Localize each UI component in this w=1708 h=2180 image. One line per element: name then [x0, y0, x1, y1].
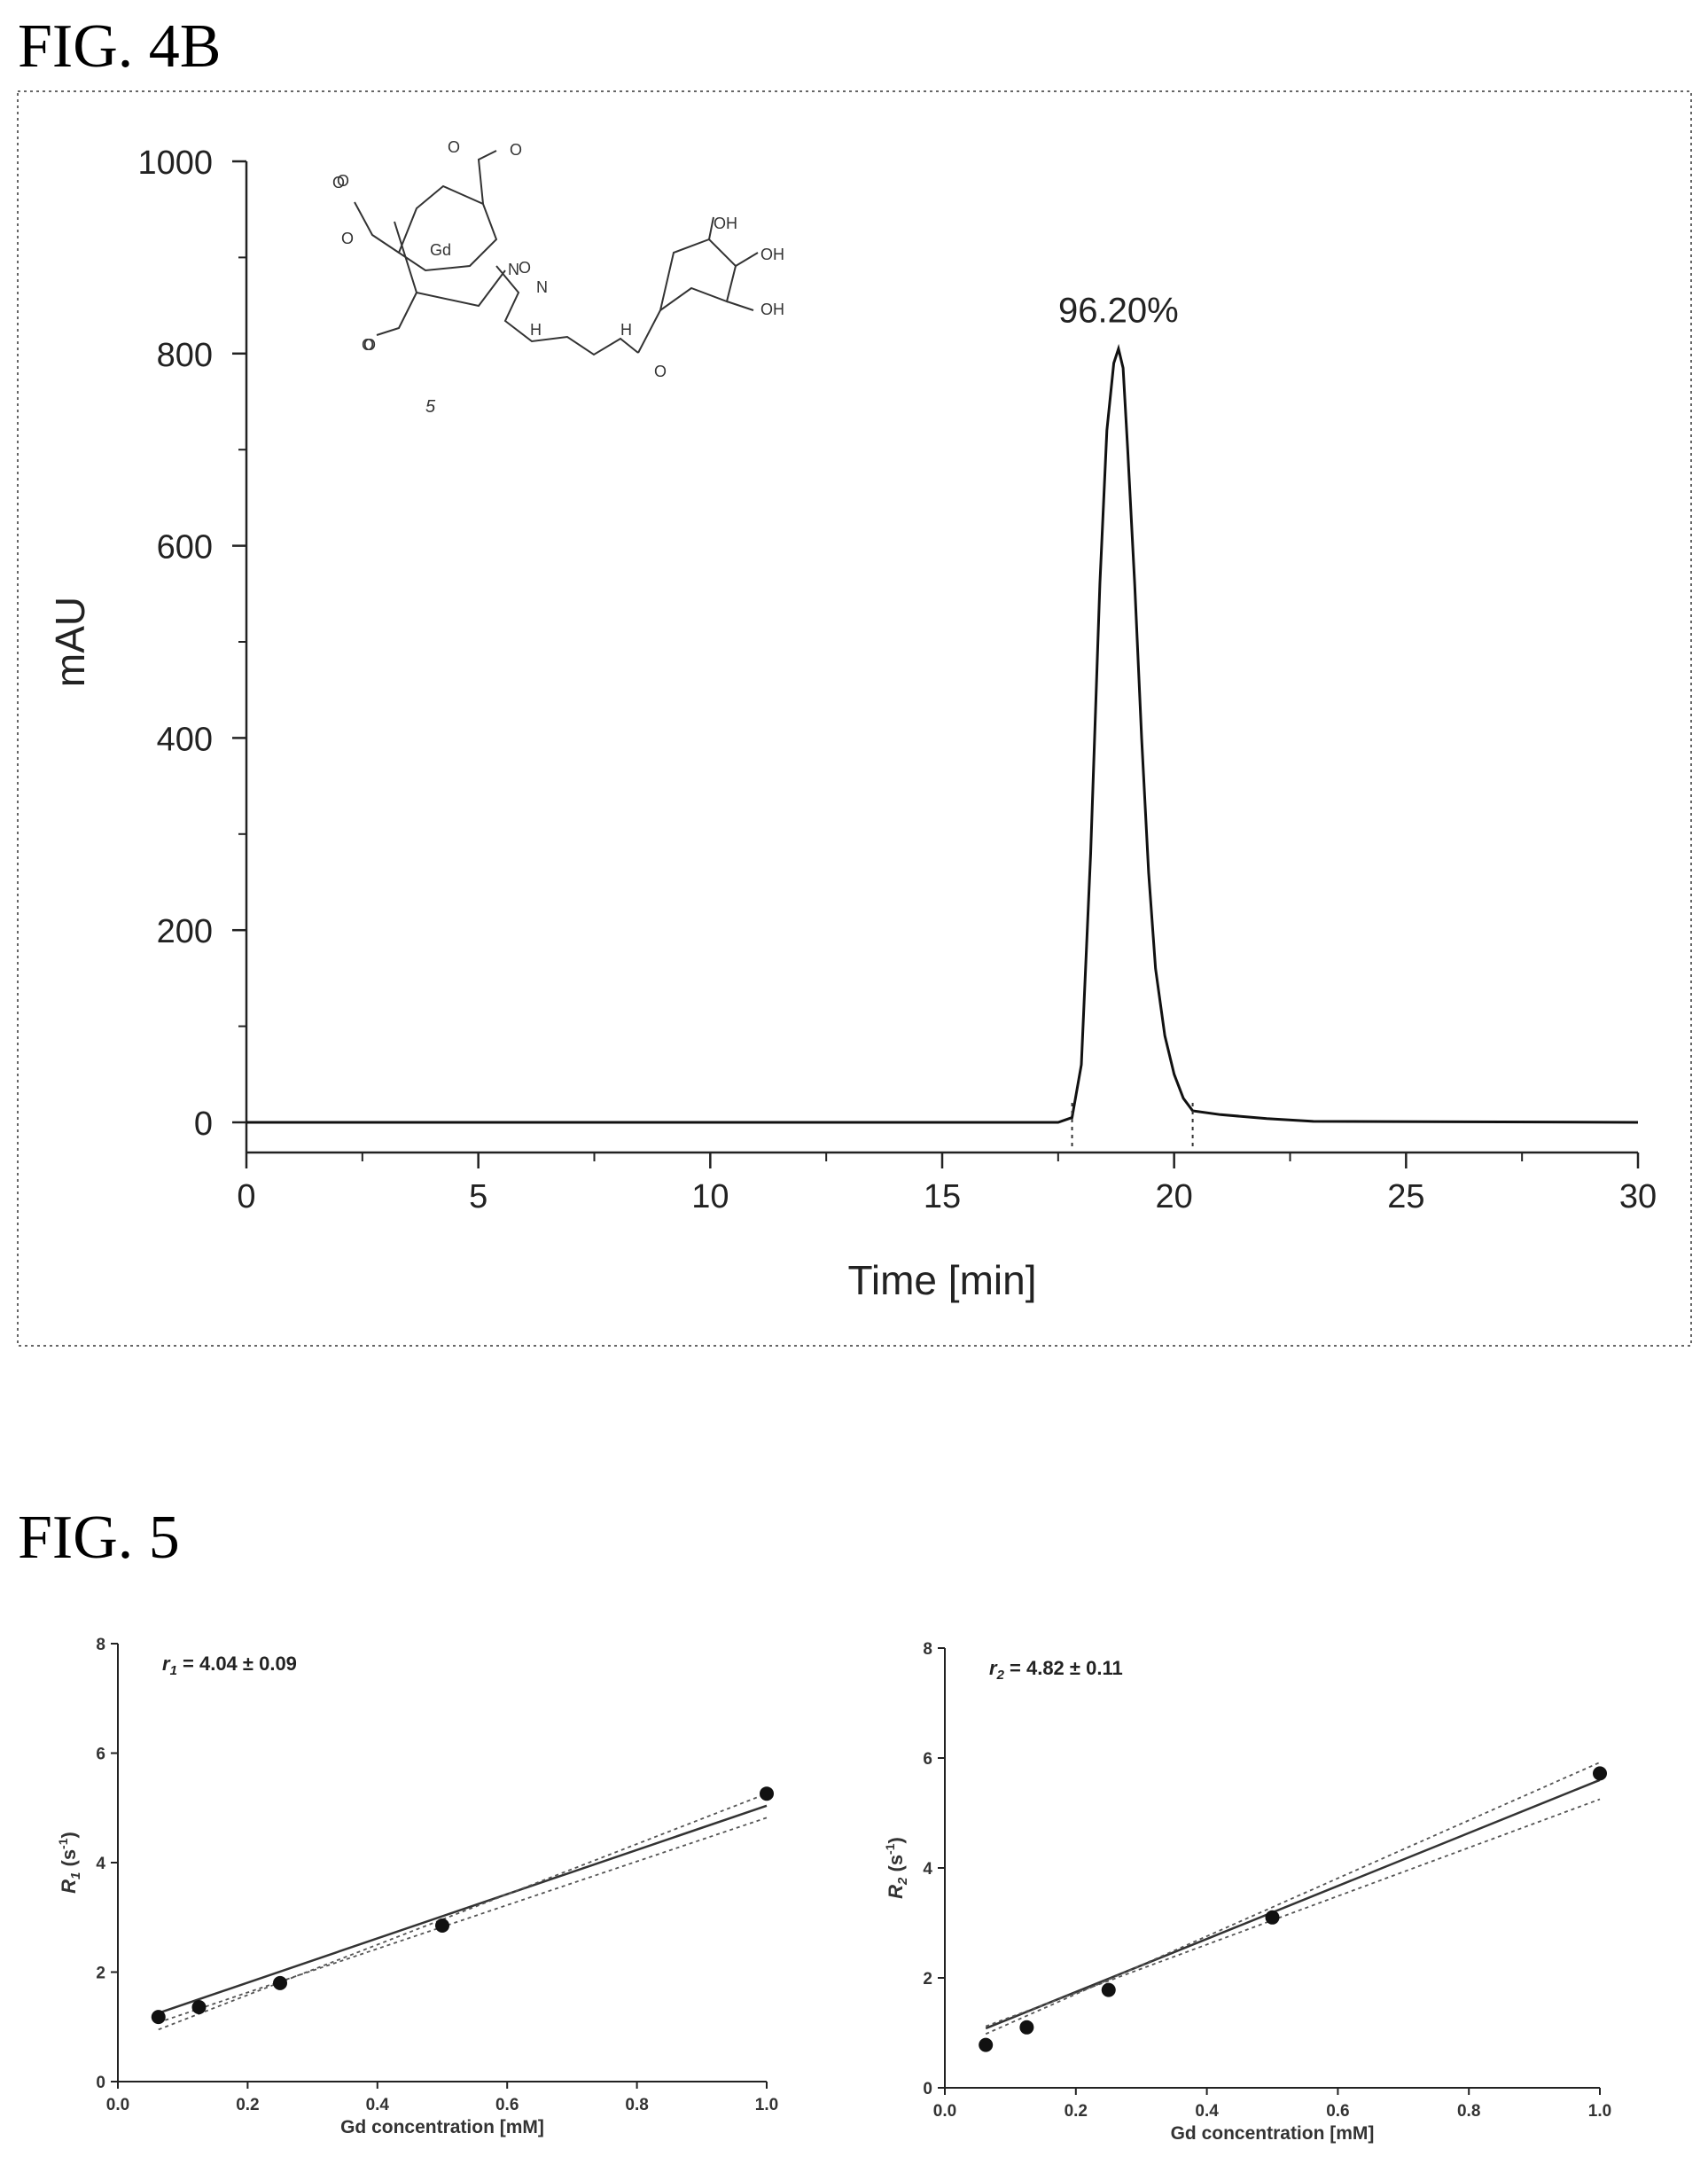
atom-label: O	[363, 336, 376, 354]
atom-label: O	[362, 336, 374, 354]
data-point	[273, 1975, 287, 1990]
atom-label: Gd	[430, 241, 451, 259]
fit-line	[985, 1778, 1601, 2030]
x-tick-label: 0.8	[625, 2096, 648, 2114]
y-tick-label: 800	[157, 337, 213, 374]
confidence-band-lower	[985, 1762, 1601, 2035]
macrocycle-ring-lower	[394, 221, 506, 308]
y-axis-label: mAU	[47, 597, 93, 687]
x-tick-label: 0.4	[366, 2096, 390, 2114]
confidence-band-upper	[158, 1817, 768, 2024]
arm-left	[354, 201, 400, 254]
x-tick-label: 25	[1387, 1178, 1424, 1215]
y-tick-label: 4	[923, 1860, 932, 1879]
data-point	[979, 2037, 994, 2052]
x-tick-label: 0.0	[933, 2102, 956, 2121]
y-axis-label: R2 (s-1)	[883, 1837, 910, 1899]
data-point	[435, 1918, 449, 1934]
atom-label: OH	[760, 301, 784, 318]
x-tick-label: 0.0	[106, 2096, 129, 2114]
y-tick-label: 0	[96, 2074, 105, 2092]
arm-bottom	[376, 292, 417, 336]
relaxivity-annotation: r1 = 4.04 ± 0.09	[162, 1653, 297, 1678]
x-tick-label: 1.0	[755, 2096, 778, 2114]
atom-label: OH	[714, 215, 737, 232]
carbonyl-bond	[637, 309, 661, 354]
fig-4b-frame	[17, 90, 1692, 1347]
fig-5-title: FIG. 5	[18, 1504, 180, 1572]
hydroxyl-bonds	[708, 216, 759, 311]
y-tick-label: 600	[157, 529, 213, 566]
data-point	[1593, 1766, 1607, 1781]
r1-relaxivity-plot: 0 2 4 6 8 0.0 0.2 0.4 0.6 0.8 1.0 Gd concentration …	[56, 1636, 778, 2137]
y-tick-label: 8	[96, 1636, 105, 1654]
linker-chain	[495, 265, 639, 356]
fit-line	[158, 1804, 768, 2014]
compound-label: 5	[425, 397, 436, 417]
x-tick-label: 0.4	[1195, 2102, 1219, 2121]
data-point	[760, 1786, 774, 1801]
peak-area-label: 96.20%	[1058, 291, 1179, 330]
x-tick-label: 15	[924, 1178, 961, 1215]
x-tick-label: 0.6	[495, 2096, 519, 2114]
atom-label: O	[519, 259, 531, 277]
x-tick-label: 1.0	[1588, 2102, 1611, 2121]
confidence-band-lower	[158, 1793, 768, 2031]
data-point	[1019, 2020, 1034, 2035]
y-tick-label: 2	[923, 1970, 932, 1989]
x-tick-label: 0.2	[1065, 2102, 1088, 2121]
atom-label: H	[530, 321, 542, 339]
macrocycle-ring	[397, 184, 498, 272]
y-tick-label: 400	[157, 721, 213, 758]
x-tick-label: 0	[237, 1178, 255, 1215]
y-tick-label: 0	[923, 2080, 932, 2098]
data-point	[191, 2000, 207, 2015]
x-tick-label: 0.6	[1326, 2102, 1349, 2121]
confidence-band-upper	[985, 1798, 1601, 2028]
y-axis-label: R1 (s-1)	[56, 1832, 83, 1894]
x-axis-label: Gd concentration [mM]	[1171, 2123, 1375, 2144]
atom-label: O	[337, 172, 349, 190]
y-tick-label: 0	[194, 1106, 213, 1143]
fig-4b-title: FIG. 4B	[18, 12, 222, 81]
aromatic-ring	[659, 238, 737, 313]
data-point	[151, 2010, 166, 2025]
x-tick-label: 0.8	[1457, 2102, 1480, 2121]
data-point	[1265, 1910, 1280, 1925]
x-axis-label: Gd concentration [mM]	[340, 2117, 544, 2137]
y-tick-label: 6	[96, 1746, 105, 1764]
atom-label: O	[448, 138, 460, 156]
y-tick-label: 6	[923, 1750, 932, 1769]
arm-top	[477, 150, 497, 205]
x-tick-label: 30	[1619, 1178, 1657, 1215]
y-tick-label: 1000	[137, 145, 213, 182]
chemical-structure-inset	[354, 150, 759, 356]
atom-label: O	[510, 141, 522, 159]
r2-relaxivity-plot: 0 2 4 6 8 0.0 0.2 0.4 0.6 0.8 1.0 Gd concentration …	[883, 1640, 1611, 2144]
y-tick-label: 2	[96, 1965, 105, 1983]
atom-label: O	[654, 363, 667, 380]
x-tick-label: 5	[469, 1178, 487, 1215]
x-tick-label: 10	[691, 1178, 729, 1215]
atom-label: O	[332, 174, 345, 191]
atom-label: O	[341, 230, 354, 247]
x-tick-label: 20	[1156, 1178, 1193, 1215]
atom-label: OH	[760, 246, 784, 263]
relaxivity-annotation: r2 = 4.82 ± 0.11	[989, 1657, 1123, 1683]
x-tick-label: 0.2	[236, 2096, 259, 2114]
atom-label: N	[508, 261, 519, 278]
atom-label: H	[620, 321, 632, 339]
atom-label: N	[536, 278, 548, 296]
y-tick-label: 200	[157, 913, 213, 950]
y-tick-label: 4	[96, 1855, 105, 1873]
hplc-chromatogram: 0 200 400 600 800 1000 0 5 10 15 20 25 30 Time [min] m…	[47, 145, 1657, 1303]
y-tick-label: 8	[923, 1640, 932, 1659]
x-axis-label: Time [min]	[848, 1257, 1037, 1303]
data-point	[1101, 1982, 1116, 1997]
chromatogram-trace	[246, 343, 1639, 1124]
